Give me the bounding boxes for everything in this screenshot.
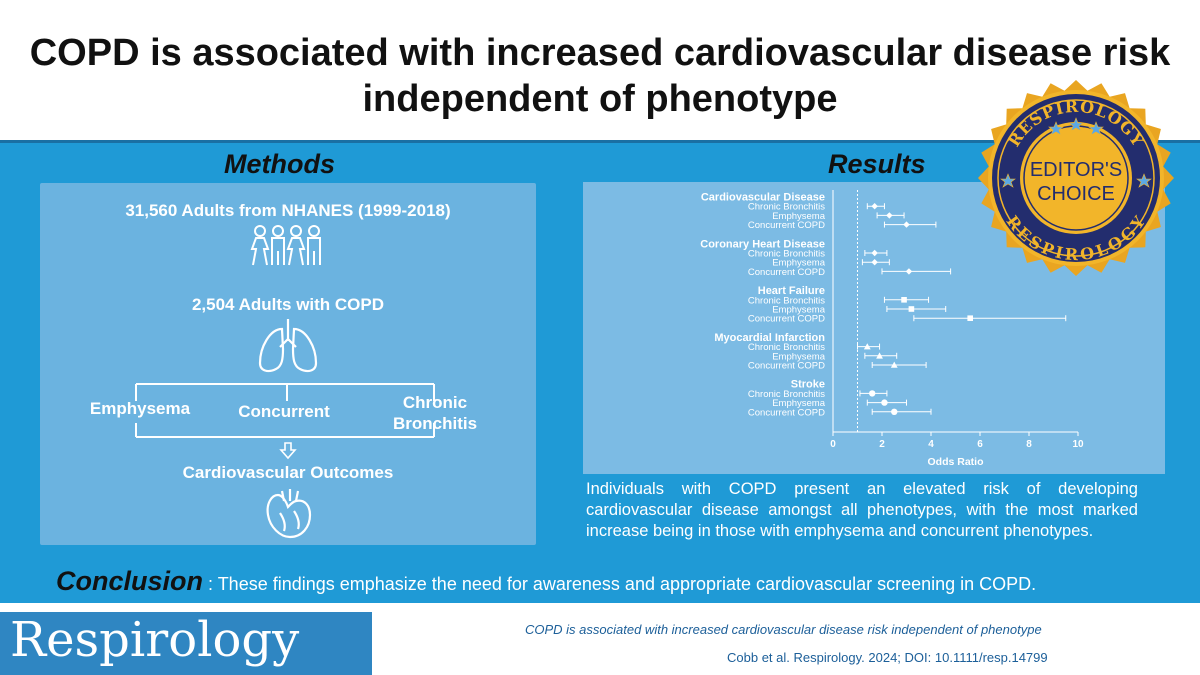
row-label: Concurrent COPD (748, 267, 825, 278)
bracket-top (135, 383, 435, 401)
title-banner: COPD is associated with increased cardio… (0, 0, 1200, 140)
point-estimate (886, 212, 893, 219)
population-text: 31,560 Adults from NHANES (1999-2018) (125, 201, 451, 220)
row-label: Concurrent COPD (748, 314, 825, 325)
conclusion-text: These findings emphasize the need for aw… (217, 574, 1037, 594)
row-label: Concurrent COPD (748, 220, 825, 231)
row-label: Emphysema (772, 305, 826, 316)
point-estimate (871, 259, 878, 266)
people-icon (250, 225, 321, 266)
row-label: Emphysema (772, 351, 826, 362)
point-estimate (903, 221, 910, 228)
x-tick-label: 0 (830, 439, 836, 450)
point-estimate (905, 268, 913, 275)
badge-line2: CHOICE (1037, 183, 1115, 205)
x-axis-label: Odds Ratio (927, 456, 983, 468)
badge-seal (978, 80, 1174, 276)
page-title: COPD is associated with increased cardio… (29, 32, 1171, 120)
point-estimate (890, 361, 898, 368)
row-label: Chronic Bronchitis (748, 202, 825, 213)
row-label: Emphysema (772, 211, 826, 222)
conclusion-separator: : (203, 574, 218, 594)
results-heading: Results (828, 149, 926, 179)
row-label: Concurrent COPD (748, 407, 825, 418)
row-label: Emphysema (772, 398, 826, 409)
group-label: Heart Failure (758, 285, 825, 297)
point-estimate (876, 352, 883, 359)
phenotype-concurrent: Concurrent (238, 402, 330, 421)
x-tick-label: 6 (977, 439, 983, 450)
row-label: Concurrent COPD (748, 361, 825, 372)
point-estimate (881, 399, 888, 406)
x-tick-label: 2 (879, 439, 885, 450)
bracket-bottom (135, 423, 435, 438)
x-tick-label: 10 (1072, 439, 1084, 450)
group-label: Myocardial Infarction (714, 332, 825, 344)
phenotype-chronic-line2: Bronchitis (392, 414, 478, 433)
row-label: Chronic Bronchitis (748, 249, 825, 260)
point-estimate (869, 390, 876, 397)
group-label: Coronary Heart Disease (700, 238, 825, 250)
point-estimate (901, 297, 907, 303)
x-tick-label: 4 (928, 439, 934, 450)
row-label: Chronic Bronchitis (748, 295, 825, 306)
footer-citation: Cobb et al. Respirology. 2024; DOI: 10.1… (727, 650, 1048, 665)
methods-heading: Methods (224, 149, 335, 179)
badge-stars-icon (1000, 117, 1152, 188)
point-estimate (908, 306, 915, 312)
arrow-down-icon (279, 442, 297, 460)
group-label: Cardiovascular Disease (701, 192, 825, 204)
row-label: Emphysema (772, 258, 826, 269)
journal-logo-text: Respirology (10, 612, 300, 668)
heart-icon (266, 489, 312, 539)
x-tick-label: 8 (1026, 439, 1032, 450)
row-label: Chronic Bronchitis (748, 389, 825, 400)
point-estimate (871, 203, 878, 210)
editors-choice-badge: RESPIROLOGY RESPIROLOGY EDITOR'S CHOICE (978, 80, 1174, 276)
methods-panel: 31,560 Adults from NHANES (1999-2018) 2,… (40, 183, 536, 545)
point-estimate (967, 315, 973, 321)
conclusion: Conclusion : These findings emphasize th… (56, 566, 1176, 597)
conclusion-heading: Conclusion (56, 566, 203, 596)
footer-article-title: COPD is associated with increased cardio… (525, 622, 1042, 637)
row-label: Chronic Bronchitis (748, 342, 825, 353)
journal-logo: Respirology (0, 612, 372, 675)
point-estimate (863, 343, 871, 350)
point-estimate (871, 249, 878, 257)
copd-group-text: 2,504 Adults with COPD (191, 295, 385, 314)
group-label: Stroke (791, 379, 825, 391)
point-estimate (891, 408, 898, 415)
phenotype-emphysema: Emphysema (89, 399, 191, 418)
badge-line1: EDITOR'S (1030, 159, 1122, 181)
results-summary: Individuals with COPD present an elevate… (586, 480, 1138, 540)
phenotype-chronic-bronchitis: Chronic Bronchitis (375, 392, 495, 434)
phenotype-chronic-line1: Chronic (402, 393, 468, 412)
outcome-text: Cardiovascular Outcomes (182, 463, 394, 482)
lungs-icon (258, 319, 318, 373)
